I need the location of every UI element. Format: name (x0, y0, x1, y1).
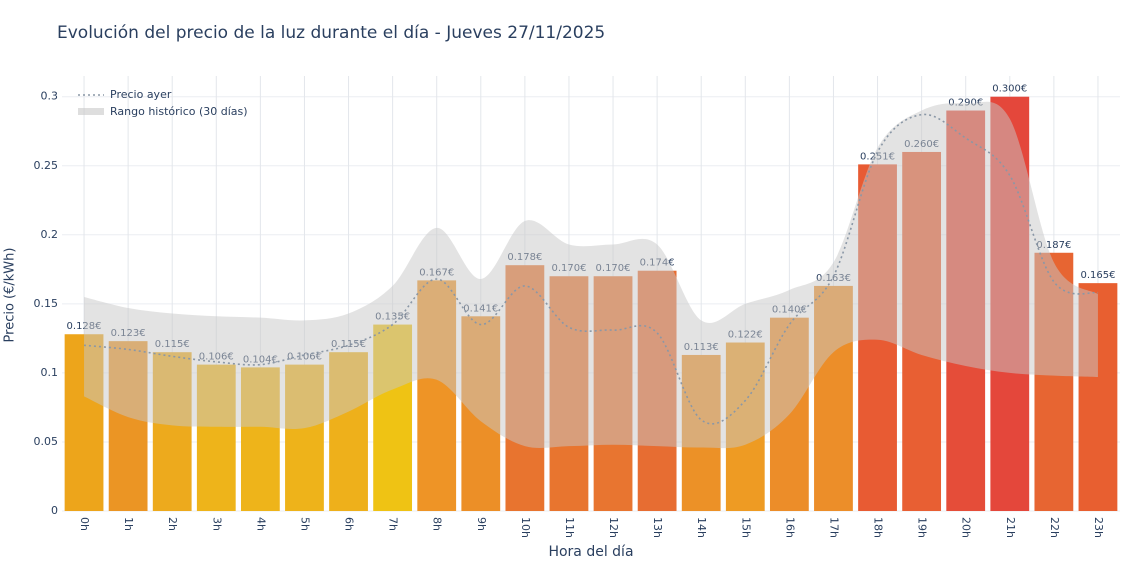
x-tick-label: 13h (651, 517, 664, 538)
x-tick-label: 2h (166, 517, 179, 531)
value-label: 0.165€ (1080, 270, 1115, 281)
x-tick-label: 11h (563, 517, 576, 538)
y-tick-label: 0.15 (34, 297, 59, 310)
y-tick-label: 0.2 (41, 228, 59, 241)
y-tick-label: 0.25 (34, 159, 59, 172)
x-tick-label: 16h (783, 517, 796, 538)
x-tick-label: 21h (1004, 517, 1017, 538)
y-tick-label: 0 (51, 504, 58, 517)
value-label: 0.187€ (1036, 240, 1071, 251)
x-tick-label: 23h (1092, 517, 1105, 538)
range-area (84, 101, 1098, 449)
legend-label: Precio ayer (110, 88, 172, 101)
x-tick-label: 12h (607, 517, 620, 538)
line-ayer (83, 113, 1099, 425)
x-tick-label: 14h (695, 517, 708, 538)
value-label: 0.290€ (948, 98, 983, 109)
chart-title: Evolución del precio de la luz durante e… (57, 23, 605, 43)
y-tick-label: 0.05 (34, 435, 59, 448)
y-tick-label: 0.3 (41, 90, 59, 103)
legend-label: Rango histórico (30 días) (110, 105, 248, 118)
x-tick-label: 7h (387, 517, 400, 531)
x-tick-label: 5h (298, 517, 311, 531)
legend-range-swatch (78, 108, 104, 115)
x-tick-label: 20h (960, 517, 973, 538)
x-tick-label: 10h (519, 517, 532, 538)
x-tick-label: 6h (343, 517, 356, 531)
x-tick-label: 4h (254, 517, 267, 531)
x-tick-label: 0h (78, 517, 91, 531)
x-axis-label: Hora del día (548, 544, 633, 560)
x-tick-label: 8h (431, 517, 444, 531)
value-label: 0.300€ (992, 84, 1027, 95)
x-tick-label: 3h (210, 517, 223, 531)
x-tick-label: 19h (916, 517, 929, 538)
x-tick-label: 1h (122, 517, 135, 531)
x-tick-label: 18h (872, 517, 885, 538)
y-tick-label: 0.1 (41, 366, 59, 379)
y-axis-label: Precio (€/kWh) (3, 248, 18, 343)
x-tick-label: 15h (739, 517, 752, 538)
x-tick-label: 9h (475, 517, 488, 531)
x-tick-label: 22h (1048, 517, 1061, 538)
x-tick-label: 17h (827, 517, 840, 538)
